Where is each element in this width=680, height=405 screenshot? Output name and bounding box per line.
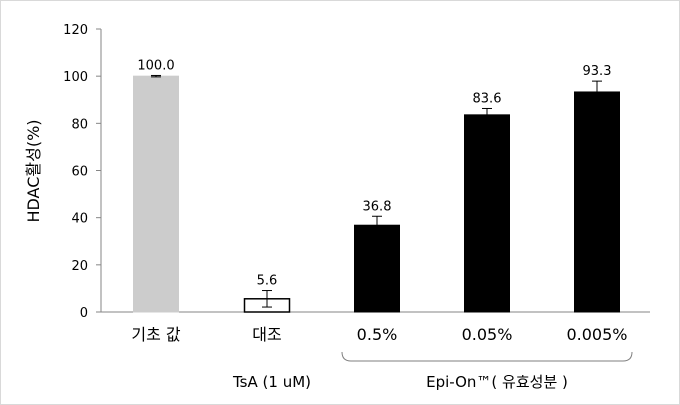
- category-label: 0.5%: [357, 325, 398, 344]
- bar: [354, 224, 400, 313]
- group-label-epi-on: Epi-On™( 유효성분 ): [426, 373, 568, 391]
- y-tick-label: 0: [80, 306, 88, 321]
- y-tick-label: 100: [63, 70, 88, 85]
- y-tick-label: 80: [71, 117, 88, 132]
- data-label: 36.8: [363, 199, 392, 214]
- y-tick-label: 20: [71, 259, 88, 274]
- category-label: 기초 값: [131, 325, 181, 344]
- category-label: 0.05%: [462, 325, 513, 344]
- y-tick-label: 120: [63, 23, 88, 38]
- bar: [133, 75, 179, 313]
- y-tick-label: 60: [71, 165, 88, 180]
- bar: [574, 91, 620, 313]
- group-bracket: [341, 351, 633, 362]
- y-tick-label: 40: [71, 212, 88, 227]
- y-axis: 0 20 40 60 80 100 120: [63, 23, 650, 321]
- data-label: 5.6: [257, 274, 278, 289]
- labels: 100.0 기초 값 5.6 대조 36.8 0.5% 83.6 0.05% 93.3 0.005…: [131, 58, 633, 391]
- category-label: 0.005%: [566, 325, 627, 344]
- group-label-tsa: TsA (1 uM): [232, 373, 311, 391]
- data-label: 83.6: [473, 91, 502, 106]
- data-label: 93.3: [583, 64, 612, 79]
- category-label: 대조: [252, 325, 281, 344]
- data-label: 100.0: [137, 58, 174, 73]
- bars: [133, 74, 620, 313]
- y-axis-title: HDAC활성(%): [24, 119, 43, 222]
- bar: [464, 114, 510, 313]
